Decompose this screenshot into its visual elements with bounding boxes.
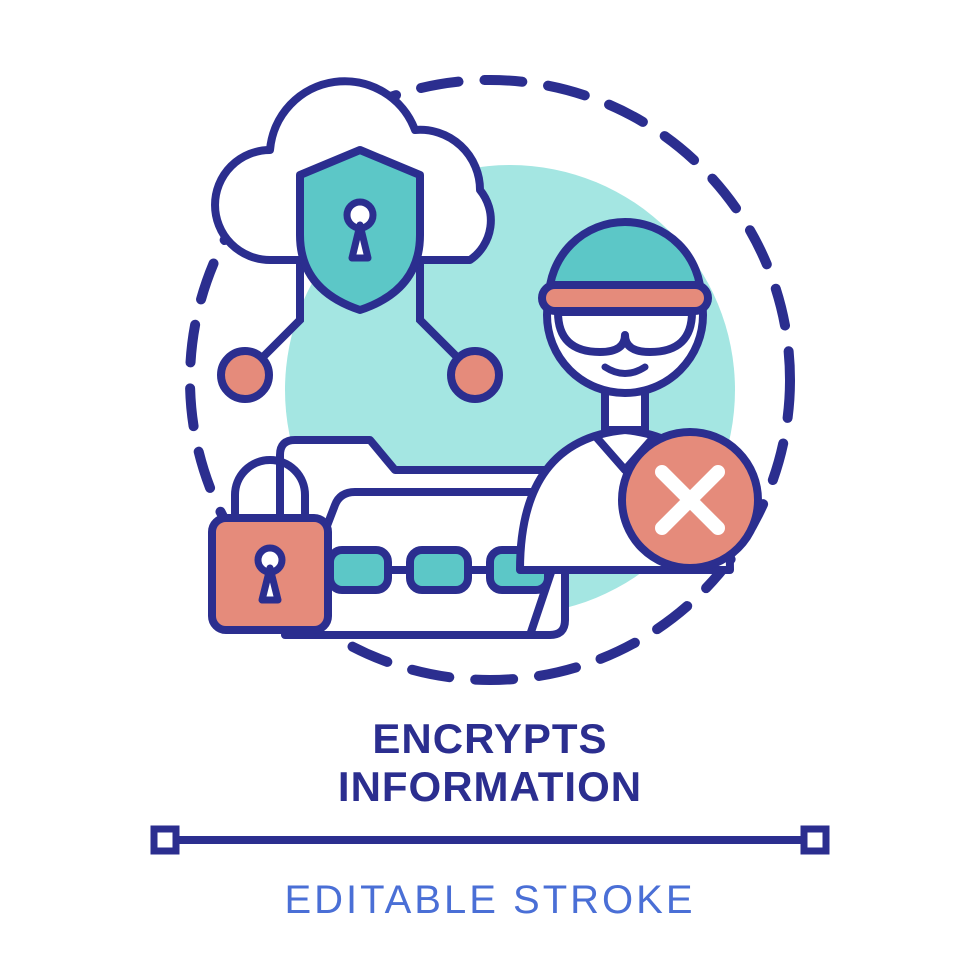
- title-line2: INFORMATION: [338, 763, 642, 810]
- subtitle: EDITABLE STROKE: [0, 878, 980, 923]
- infographic-canvas: ENCRYPTS INFORMATION EDITABLE STROKE: [0, 0, 980, 980]
- illustration: [0, 0, 980, 980]
- title: ENCRYPTS INFORMATION: [0, 715, 980, 812]
- title-line1: ENCRYPTS: [372, 715, 607, 762]
- denied-badge-icon: [622, 432, 758, 568]
- divider: [154, 829, 826, 851]
